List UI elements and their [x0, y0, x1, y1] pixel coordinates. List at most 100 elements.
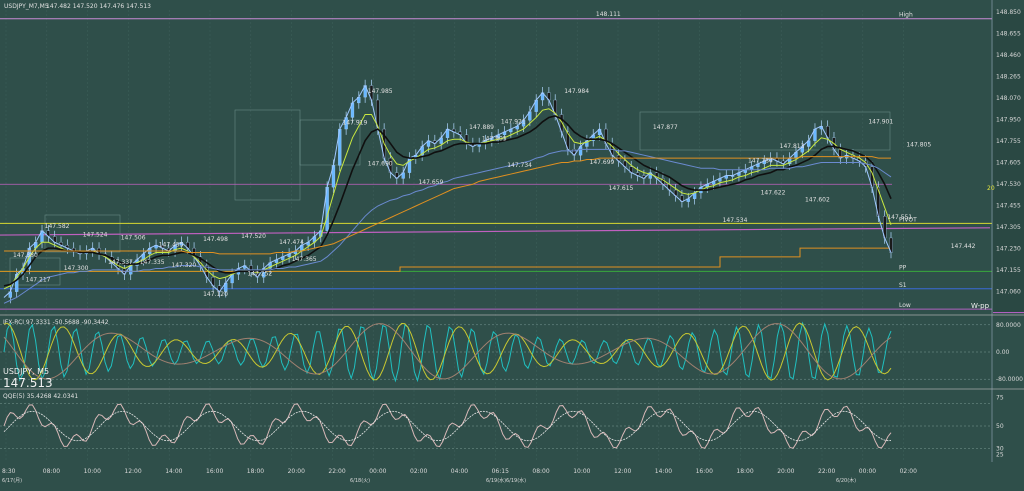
price-label: 147.734 [507, 162, 532, 169]
y-tick-label: 147.605 [996, 160, 1021, 167]
y-tick-label: 148.070 [996, 95, 1021, 102]
price-label: 147.506 [121, 234, 146, 241]
price-label: 147.252 [247, 271, 272, 278]
price-label: 147.520 [241, 233, 266, 240]
price-label: 147.365 [292, 256, 317, 263]
price-label: 147.984 [564, 88, 589, 95]
rci-tick: 0.00 [996, 349, 1010, 356]
x-tick-label: 14:00 [165, 468, 182, 475]
qqe-title: QQE(5) 35.4268 42.0341 [3, 393, 78, 400]
price-label: 147.784 [748, 157, 773, 164]
price-label: 147.300 [64, 265, 89, 272]
x-tick-label: 16:00 [696, 468, 713, 475]
x-tick-label: 00:00 [859, 468, 876, 475]
price-label: 147.120 [203, 291, 228, 298]
y-tick-label: 147.950 [996, 117, 1021, 124]
x-tick-label: 10:00 [84, 468, 101, 475]
side-label: 20 [987, 185, 995, 192]
price-labels: 147.582 147.524 147.506 147.498 147.455 147.5… [13, 11, 976, 298]
x-tick-label: 20:00 [777, 468, 794, 475]
x-tick-label: 02:00 [900, 468, 917, 475]
y-tick-label: 147.305 [996, 224, 1021, 231]
overlay-price: 147.513 [3, 376, 53, 390]
price-label: 147.921 [501, 118, 526, 125]
x-date-label: 6/19(水) [486, 477, 506, 484]
x-tick-label: 00:00 [369, 468, 386, 475]
rci-title: IFX-RCI 97.3331 -50.5688 -90.3442 [3, 319, 109, 326]
series-line-1 [3, 108, 892, 290]
qqe-signal-line [3, 410, 892, 442]
price-label: 147.901 [868, 118, 893, 125]
level-label-high: High [899, 12, 913, 19]
price-label: 147.813 [780, 143, 805, 150]
price-label: 147.615 [609, 185, 634, 192]
series-line-4 [4, 156, 891, 255]
series-line-3 [3, 148, 892, 304]
qqe-line [3, 403, 892, 449]
price-label: 147.877 [653, 124, 678, 131]
price-label: 147.805 [906, 141, 931, 148]
level-label-low: Low [899, 302, 911, 309]
price-label: 147.551 [887, 214, 912, 221]
y-tick-label: 147.455 [996, 203, 1021, 210]
price-label: 148.111 [596, 11, 621, 18]
header-symbol: USDJPY_M7,M5 [4, 3, 49, 10]
y-tick-label: 148.265 [996, 74, 1021, 81]
rci-line-2 [3, 323, 892, 380]
y-tick-label: 148.655 [996, 31, 1021, 38]
price-label: 147.534 [723, 217, 748, 224]
y-tick-label: 147.530 [996, 181, 1021, 188]
price-label: 147.905 [482, 136, 507, 143]
time-axis: 8:30 08:00 10:00 12:00 14:00 16:00 18:00 20:00 2… [2, 468, 917, 484]
ribbon-line [0, 227, 991, 236]
y-tick-label: 148.460 [996, 52, 1021, 59]
price-label: 147.320 [171, 262, 196, 269]
header-ohlc: 147.482 147.520 147.476 147.513 [46, 3, 151, 10]
zone-box [639, 111, 891, 151]
price-label: 147.889 [469, 124, 494, 131]
level-label-s1: S1 [899, 282, 907, 289]
level-label-pivot: PIVOT [899, 216, 917, 223]
x-tick-label: 08:00 [43, 468, 60, 475]
pivot-levels: High149.060PIVOT147.650PPS1147.204Low147… [0, 12, 1024, 314]
price-label: 147.337 [108, 259, 133, 266]
qqe-tick: 30 [996, 446, 1004, 453]
price-label: 147.217 [26, 277, 51, 284]
rci-tick: 80.0000 [996, 322, 1021, 329]
x-tick-label: 06:15 [492, 468, 509, 475]
x-tick-label: 12:00 [124, 468, 141, 475]
series-line-0 [3, 84, 892, 298]
y-tick-label: 147.755 [996, 138, 1021, 145]
x-tick-label: 12:00 [614, 468, 631, 475]
price-label: 147.498 [203, 236, 228, 243]
stepped-line [0, 247, 890, 272]
x-tick-label: 08:00 [532, 468, 549, 475]
price-label: 147.699 [590, 159, 615, 166]
x-date-label: 6/17(月) [2, 478, 22, 484]
x-tick-label: 04:00 [451, 468, 468, 475]
x-tick-label: 18:00 [247, 468, 264, 475]
price-label: 147.474 [279, 239, 304, 246]
x-tick-label: 8:30 [2, 468, 16, 475]
y-tick-label: 147.155 [996, 267, 1021, 274]
price-label: 147.380 [13, 252, 38, 259]
grid [0, 10, 1024, 462]
zone-box [299, 119, 361, 166]
moving-averages [0, 84, 892, 304]
rci-panel: IFX-RCI 97.3331 -50.5688 -90.3442 80.0000… [0, 319, 1023, 383]
price-label: 147.582 [45, 223, 70, 230]
price-label: 147.622 [761, 189, 786, 196]
level-label-pp: PP [899, 264, 907, 271]
x-tick-label: 20:00 [288, 468, 305, 475]
series-line-2 [3, 115, 892, 287]
price-label: 147.985 [368, 88, 393, 95]
price-axis: 148.850 148.655 148.460 148.265 148.070 147.9… [991, 0, 1024, 462]
overlay-symbol: USDJPY, M5 [3, 367, 49, 376]
qqe-tick: 25 [996, 451, 1004, 458]
y-tick-label: 147.230 [996, 246, 1021, 253]
y-tick-label: 148.850 [996, 9, 1021, 16]
price-label: 147.442 [951, 243, 976, 250]
